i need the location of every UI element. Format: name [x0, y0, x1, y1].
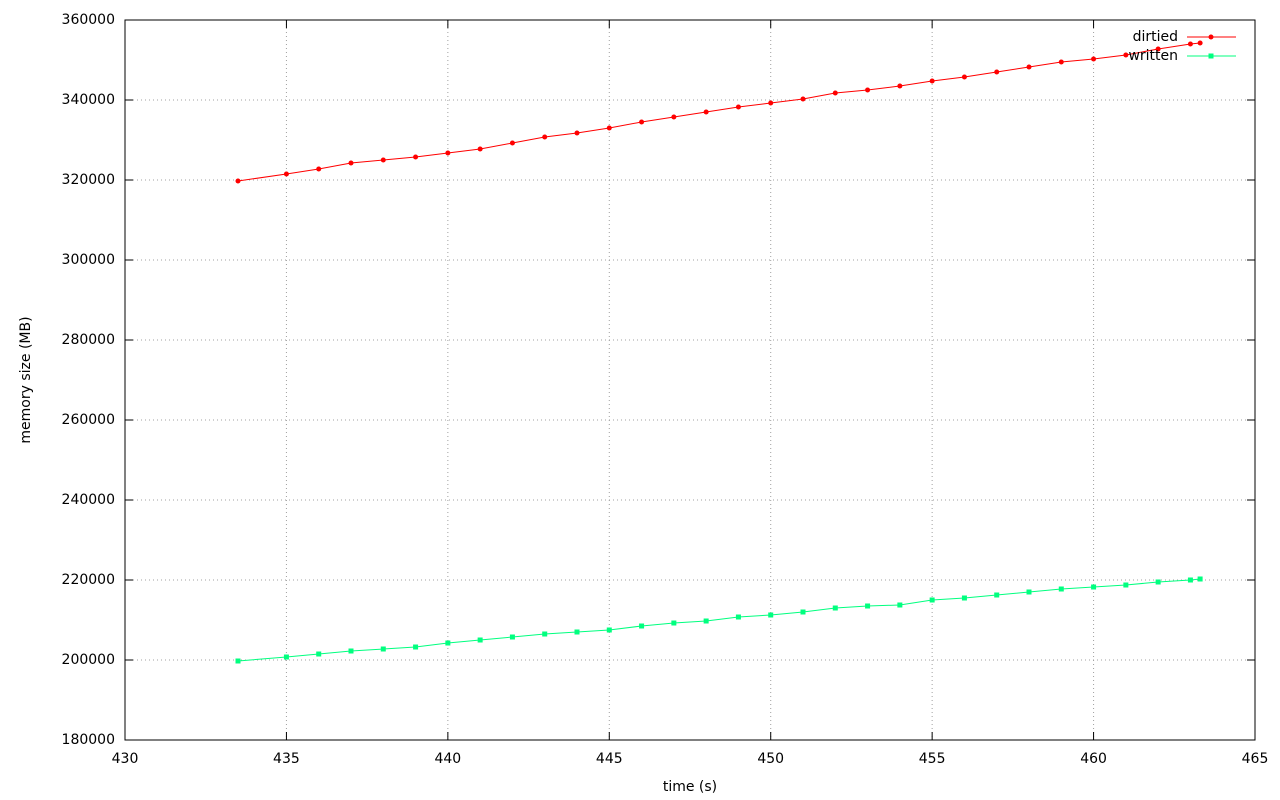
- y-axis-label: memory size (MB): [18, 316, 34, 443]
- marker: [929, 597, 935, 603]
- marker: [574, 130, 580, 136]
- x-tick-label: 455: [919, 751, 946, 767]
- marker: [639, 119, 645, 125]
- y-tick-label: 340000: [62, 92, 115, 108]
- marker: [542, 134, 548, 140]
- marker: [509, 140, 515, 146]
- marker: [865, 603, 871, 609]
- marker: [542, 631, 548, 637]
- marker: [1026, 589, 1032, 595]
- marker: [1091, 584, 1097, 590]
- legend-label: written: [1128, 48, 1178, 64]
- x-tick-label: 460: [1080, 751, 1107, 767]
- marker: [961, 74, 967, 80]
- marker: [735, 614, 741, 620]
- y-tick-label: 260000: [62, 412, 115, 428]
- y-tick-label: 280000: [62, 332, 115, 348]
- marker: [671, 114, 677, 120]
- marker: [994, 69, 1000, 75]
- marker: [703, 618, 709, 624]
- marker: [235, 178, 241, 184]
- marker: [832, 90, 838, 96]
- marker: [735, 104, 741, 110]
- marker: [348, 648, 354, 654]
- y-tick-label: 220000: [62, 572, 115, 588]
- marker: [671, 620, 677, 626]
- marker: [1197, 40, 1203, 46]
- marker: [897, 83, 903, 89]
- marker: [768, 612, 774, 618]
- x-tick-label: 440: [434, 751, 461, 767]
- marker: [477, 637, 483, 643]
- marker: [1091, 56, 1097, 62]
- marker: [897, 602, 903, 608]
- marker: [1058, 586, 1064, 592]
- x-tick-label: 445: [596, 751, 623, 767]
- x-tick-label: 465: [1242, 751, 1269, 767]
- marker: [509, 634, 515, 640]
- y-tick-label: 200000: [62, 652, 115, 668]
- marker: [800, 609, 806, 615]
- x-tick-label: 430: [112, 751, 139, 767]
- legend-label: dirtied: [1133, 29, 1178, 45]
- x-tick-label: 435: [273, 751, 300, 767]
- marker: [800, 96, 806, 102]
- marker: [865, 87, 871, 93]
- marker: [606, 627, 612, 633]
- marker: [961, 595, 967, 601]
- marker: [477, 146, 483, 152]
- y-tick-label: 300000: [62, 252, 115, 268]
- marker: [413, 644, 419, 650]
- legend-marker: [1208, 53, 1214, 59]
- marker: [1197, 576, 1203, 582]
- marker: [929, 78, 935, 84]
- y-tick-label: 320000: [62, 172, 115, 188]
- marker: [1123, 582, 1129, 588]
- marker: [574, 629, 580, 635]
- marker: [639, 623, 645, 629]
- marker: [1123, 52, 1129, 58]
- marker: [283, 654, 289, 660]
- marker: [316, 651, 322, 657]
- marker: [445, 150, 451, 156]
- y-tick-label: 360000: [62, 12, 115, 28]
- marker: [1187, 41, 1193, 47]
- marker: [832, 605, 838, 611]
- marker: [768, 100, 774, 106]
- x-tick-label: 450: [757, 751, 784, 767]
- x-axis-label: time (s): [663, 779, 717, 795]
- marker: [1155, 46, 1161, 52]
- marker: [1187, 577, 1193, 583]
- y-tick-label: 240000: [62, 492, 115, 508]
- plot-border: [124, 19, 1256, 741]
- marker: [703, 109, 709, 115]
- marker: [413, 154, 419, 160]
- marker: [348, 160, 354, 166]
- marker: [445, 640, 451, 646]
- marker: [316, 166, 322, 172]
- marker: [606, 125, 612, 131]
- marker: [1155, 579, 1161, 585]
- marker: [380, 157, 386, 163]
- legend-marker: [1208, 34, 1214, 40]
- marker: [283, 171, 289, 177]
- marker: [1058, 59, 1064, 65]
- y-tick-label: 180000: [62, 732, 115, 748]
- marker: [235, 658, 241, 664]
- marker: [380, 646, 386, 652]
- marker: [994, 592, 1000, 598]
- marker: [1026, 64, 1032, 70]
